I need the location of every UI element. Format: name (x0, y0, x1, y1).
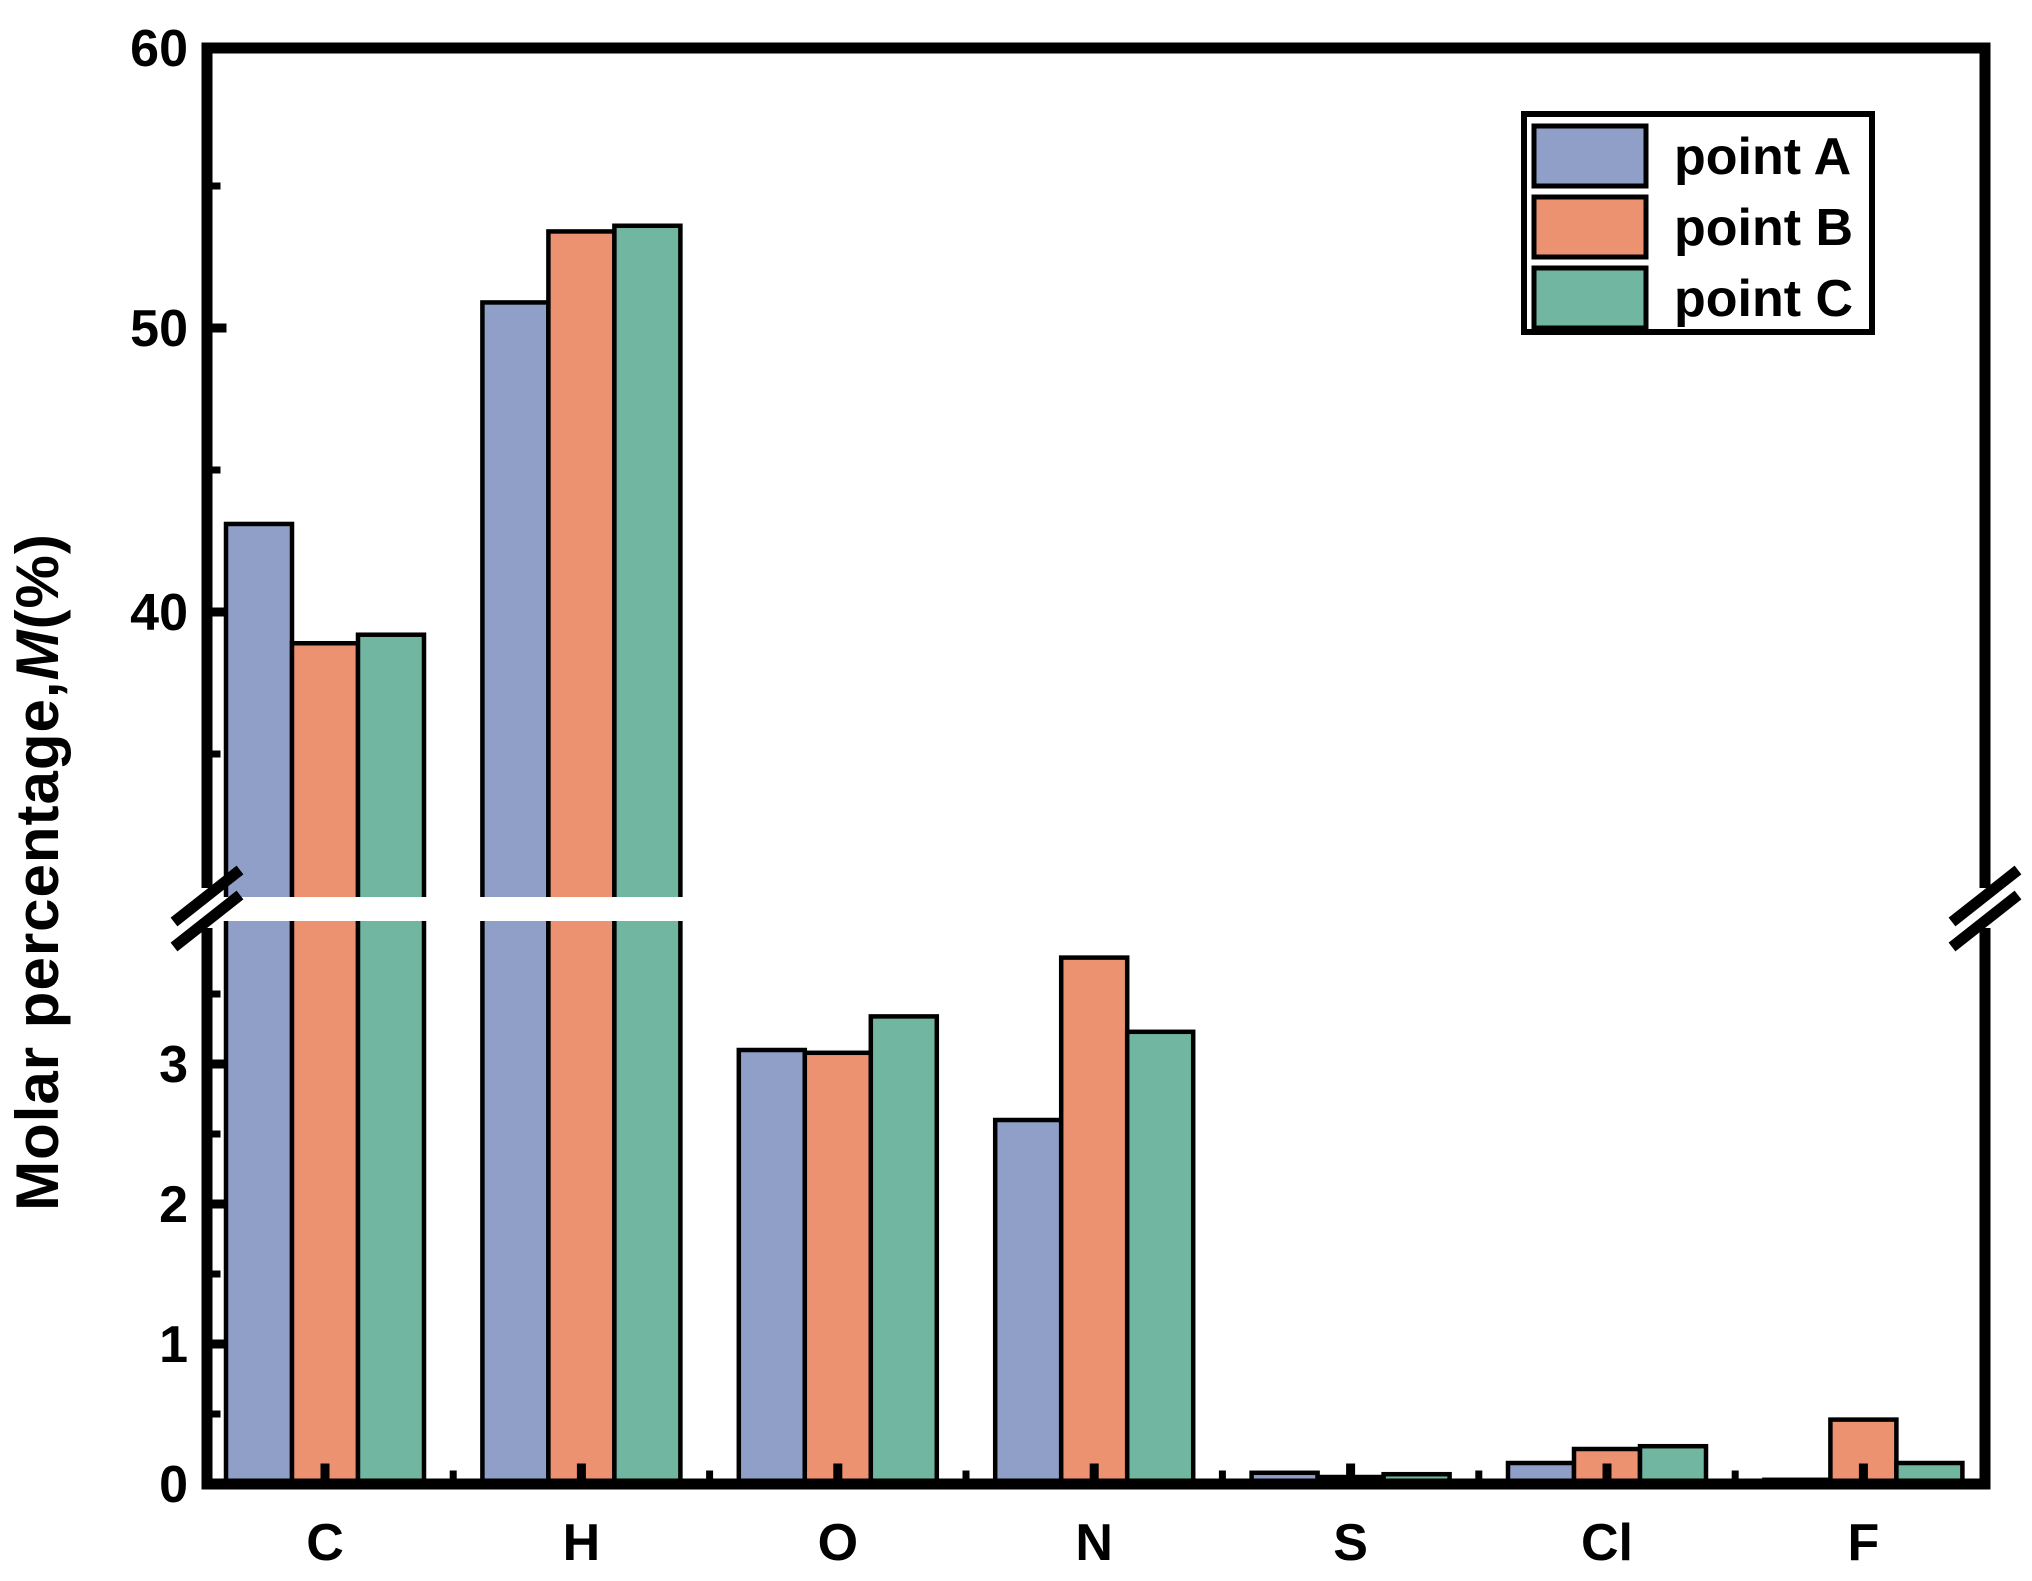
bar-Cl-point-C (1637, 1443, 1709, 1487)
y-tick-label-0: 0 (159, 1456, 188, 1514)
legend-label-point-B: point B (1674, 199, 1853, 257)
x-tick-label-N: N (1075, 1514, 1113, 1572)
y-tick-label-1: 1 (159, 1316, 188, 1374)
axis-break-band (213, 897, 1979, 921)
x-tick-label-O: O (818, 1514, 858, 1572)
x-tick-label-F: F (1848, 1514, 1880, 1572)
y-tick-label-60: 60 (130, 20, 188, 78)
x-tick-label-S: S (1333, 1514, 1368, 1572)
bar-C-point-B (289, 640, 361, 1487)
y-tick-label-3: 3 (159, 1036, 188, 1094)
y-axis-title: Molar percentage,M(%) (4, 533, 71, 1211)
legend-swatch-point-B (1531, 194, 1649, 260)
bar-N-point-B (1058, 955, 1130, 1487)
x-tick-label-Cl: Cl (1581, 1514, 1633, 1572)
bar-H-point-B (546, 229, 617, 1487)
plot-border (201, 42, 1991, 1490)
y-tick-label-50: 50 (130, 300, 188, 358)
bar-O-point-A (736, 1047, 808, 1487)
left-axis-break-slash-upper (170, 865, 244, 927)
bar-O-point-C (868, 1014, 940, 1487)
right-axis-break-slash-upper (1948, 865, 2022, 927)
legend-label-point-A: point A (1674, 128, 1851, 186)
right-axis-break-slash-lower (1948, 890, 2022, 952)
bar-H-point-C (612, 223, 683, 1487)
legend-label-point-C: point C (1674, 270, 1853, 328)
bar-C-point-A (223, 521, 295, 1487)
bar-O-point-B (802, 1050, 874, 1487)
bar-N-point-A (992, 1117, 1064, 1487)
x-tick-label-C: C (306, 1514, 344, 1572)
y-tick-label-2: 2 (159, 1176, 188, 1234)
bar-H-point-A (480, 300, 551, 1487)
legend-swatch-point-C (1531, 265, 1649, 331)
y-tick-label-40: 40 (130, 584, 188, 642)
bar-N-point-C (1124, 1029, 1196, 1487)
legend-swatch-point-A (1531, 123, 1649, 189)
left-axis-break-slash-lower (170, 890, 244, 952)
x-tick-label-H: H (563, 1514, 601, 1572)
bar-C-point-C (355, 632, 427, 1487)
